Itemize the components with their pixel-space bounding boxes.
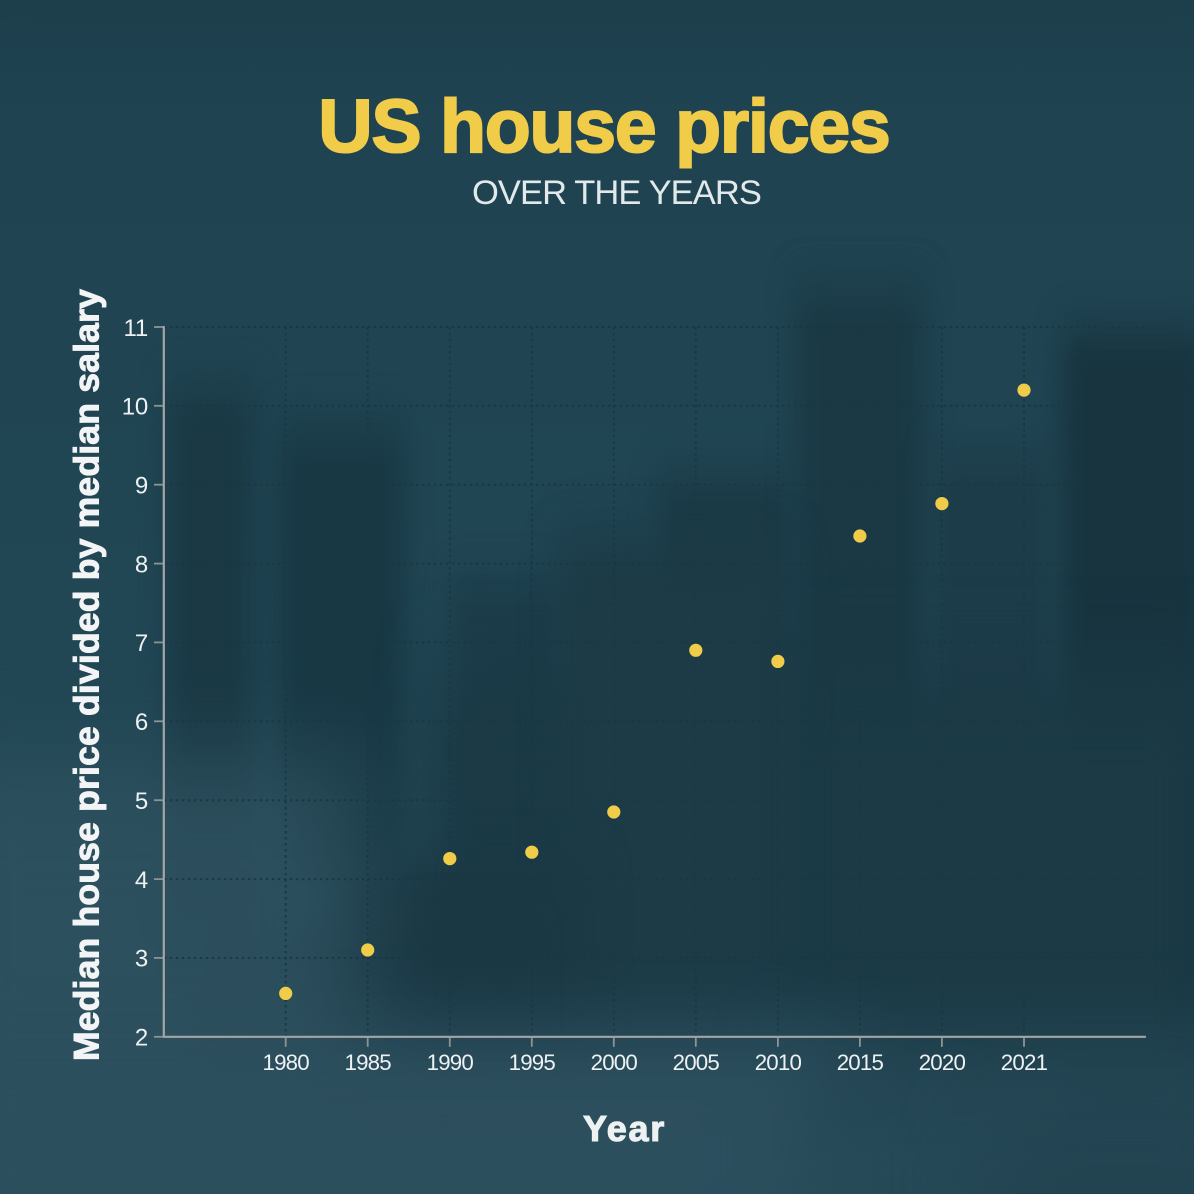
svg-text:10: 10 (122, 394, 148, 421)
svg-text:11: 11 (123, 315, 148, 342)
svg-text:2021: 2021 (1001, 1050, 1048, 1075)
svg-text:5: 5 (135, 788, 148, 815)
svg-text:8: 8 (135, 551, 148, 578)
svg-text:1995: 1995 (509, 1050, 556, 1075)
svg-text:1990: 1990 (427, 1050, 474, 1075)
svg-text:3: 3 (135, 946, 148, 973)
svg-text:2005: 2005 (673, 1050, 720, 1075)
svg-text:1985: 1985 (344, 1050, 391, 1075)
svg-text:1980: 1980 (262, 1050, 309, 1075)
svg-text:9: 9 (135, 473, 148, 500)
svg-text:7: 7 (135, 630, 148, 657)
svg-text:2020: 2020 (919, 1050, 966, 1075)
svg-text:2: 2 (135, 1025, 148, 1052)
svg-text:6: 6 (135, 709, 148, 736)
svg-text:2015: 2015 (837, 1050, 884, 1075)
svg-text:2000: 2000 (591, 1050, 638, 1075)
svg-text:2010: 2010 (755, 1050, 802, 1075)
svg-text:4: 4 (135, 867, 148, 894)
